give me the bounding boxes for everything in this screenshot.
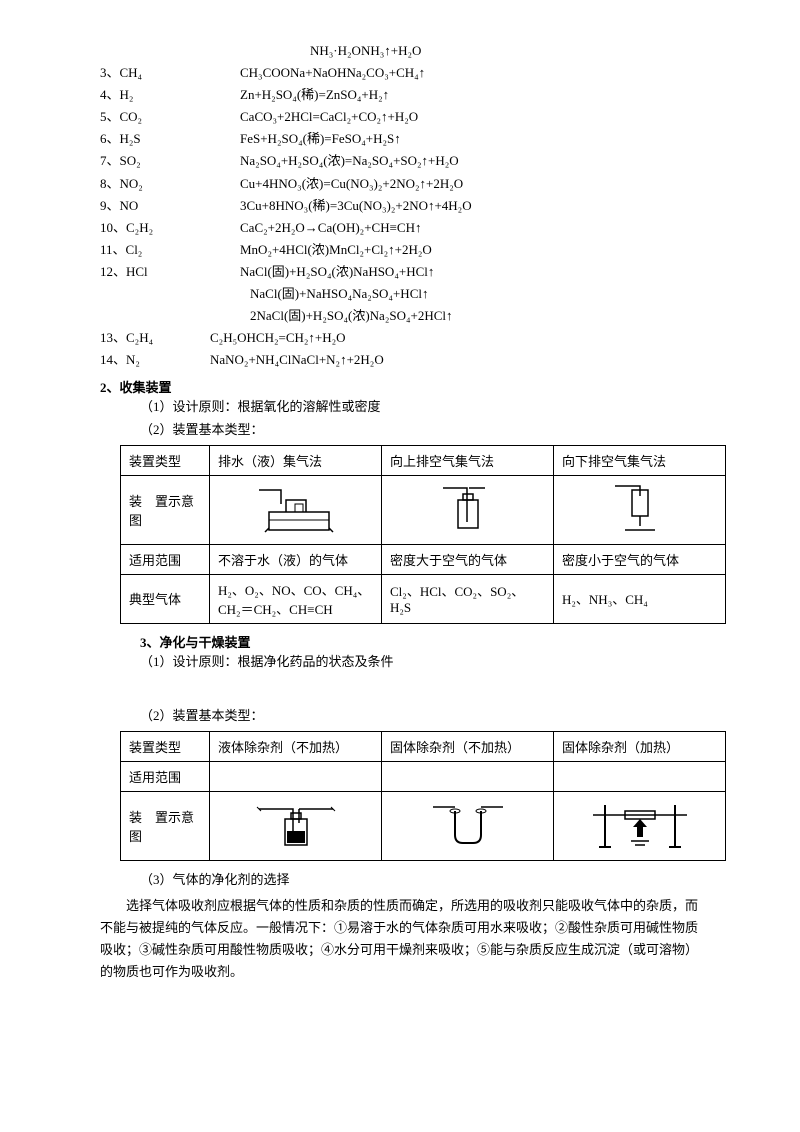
sec2-title: 2、收集装置 xyxy=(100,377,740,396)
eq-label: 11、Cl₂ xyxy=(100,239,190,261)
table-collection: 装置类型 排水（液）集气法 向上排空气集气法 向下排空气集气法 装 置示意图 xyxy=(120,445,726,624)
eq-formula: NaCl(固)+H₂SO₄(浓)NaHSO₄+HCl↑ xyxy=(190,261,740,283)
eq-label: 9、NO xyxy=(100,195,190,217)
eq-formula: 2NaCl(固)+H₂SO₄(浓)Na₂SO₄+2HCl↑ xyxy=(190,305,740,327)
t1-r2h: 装 置示意图 xyxy=(121,475,210,544)
eq-formula: 3Cu+8HNO₃(稀)=3Cu(NO₃)₂+2NO↑+4H₂O xyxy=(190,195,740,217)
eq-label: 13、C₂H₄ xyxy=(100,327,190,349)
sec2-p2: （2）装置基本类型： xyxy=(140,419,740,441)
table-purify: 装置类型 液体除杂剂（不加热） 固体除杂剂（不加热） 固体除杂剂（加热） 适用范… xyxy=(120,731,726,861)
sec3-p3: （3）气体的净化剂的选择 xyxy=(140,869,740,891)
eq-label: 10、C₂H₂ xyxy=(100,217,190,239)
t1-h4: 向下排空气集气法 xyxy=(554,445,726,475)
diagram-water-collect xyxy=(210,475,382,544)
t2-r2-2 xyxy=(382,761,554,791)
diagram-up-air xyxy=(382,475,554,544)
eq-label: 6、H₂S xyxy=(100,128,190,150)
eq-formula: CaC₂+2H₂O→Ca(OH)₂+CH≡CH↑ xyxy=(190,217,740,239)
eq-label: 4、H₂ xyxy=(100,84,190,106)
eq-label: 14、N₂ xyxy=(100,349,190,371)
t2-r2-0: 适用范围 xyxy=(121,761,210,791)
t2-h4: 固体除杂剂（加热） xyxy=(554,731,726,761)
t1-h3: 向上排空气集气法 xyxy=(382,445,554,475)
eq-label: 12、HCl xyxy=(100,261,190,283)
sec3-p1: （1）设计原则：根据净化药品的状态及条件 xyxy=(140,651,740,673)
t1-r4-3: H₂、NH₃、CH₄ xyxy=(554,574,726,623)
t2-h3: 固体除杂剂（不加热） xyxy=(382,731,554,761)
eq-label: 7、SO₂ xyxy=(100,150,190,172)
eq-label: 3、CH₄ xyxy=(100,62,190,84)
eq-formula: NaCl(固)+NaHSO₄Na₂SO₄+HCl↑ xyxy=(190,283,740,305)
t1-h1: 装置类型 xyxy=(121,445,210,475)
t2-r3h: 装 置示意图 xyxy=(121,791,210,860)
t1-r4-0: 典型气体 xyxy=(121,574,210,623)
t1-r3-0: 适用范围 xyxy=(121,544,210,574)
sec3-title: 3、净化与干燥装置 xyxy=(140,632,740,651)
t2-r2-1 xyxy=(210,761,382,791)
eq-formula: Na₂SO₄+H₂SO₄(浓)=Na₂SO₄+SO₂↑+H₂O xyxy=(190,150,740,172)
t1-r3-3: 密度小于空气的气体 xyxy=(554,544,726,574)
eq-formula: MnO₂+4HCl(浓)MnCl₂+Cl₂↑+2H₂O xyxy=(190,239,740,261)
diagram-liquid-wash xyxy=(210,791,382,860)
eq-formula: Cu+4HNO₃(浓)=Cu(NO₃)₂+2NO₂↑+2H₂O xyxy=(190,173,740,195)
top-eq: NH₃·H₂ONH₃↑+H₂O xyxy=(190,40,740,62)
t2-r2-3 xyxy=(554,761,726,791)
eq-formula: CH₃COONa+NaOHNa₂CO₃+CH₄↑ xyxy=(190,62,740,84)
diagram-utube xyxy=(382,791,554,860)
sec3-p2: （2）装置基本类型： xyxy=(140,705,740,727)
t1-r3-2: 密度大于空气的气体 xyxy=(382,544,554,574)
eq-label: 8、NO₂ xyxy=(100,173,190,195)
t1-r4-1: H₂、O₂、NO、CO、CH₄、CH₂＝CH₂、CH≡CH xyxy=(210,574,382,623)
eq-formula: C₂H₅OHCH₂=CH₂↑+H₂O xyxy=(190,327,740,349)
t2-h2: 液体除杂剂（不加热） xyxy=(210,731,382,761)
t2-h1: 装置类型 xyxy=(121,731,210,761)
eq-formula: FeS+H₂SO₄(稀)=FeSO₄+H₂S↑ xyxy=(190,128,740,150)
t1-r4-2: Cl₂、HCl、CO₂、SO₂、H₂S xyxy=(382,574,554,623)
t1-r3-1: 不溶于水（液）的气体 xyxy=(210,544,382,574)
eq-formula: Zn+H₂SO₄(稀)=ZnSO₄+H₂↑ xyxy=(190,84,740,106)
eq-label: 5、CO₂ xyxy=(100,106,190,128)
eq-formula: CaCO₃+2HCl=CaCl₂+CO₂↑+H₂O xyxy=(190,106,740,128)
diagram-heated-tube xyxy=(554,791,726,860)
diagram-down-air xyxy=(554,475,726,544)
t1-h2: 排水（液）集气法 xyxy=(210,445,382,475)
eq-formula: NaNO₂+NH₄ClNaCl+N₂↑+2H₂O xyxy=(190,349,740,371)
sec2-p1: （1）设计原则：根据氧化的溶解性或密度 xyxy=(140,396,740,418)
final-para: 选择气体吸收剂应根据气体的性质和杂质的性质而确定，所选用的吸收剂只能吸收气体中的… xyxy=(100,895,700,983)
